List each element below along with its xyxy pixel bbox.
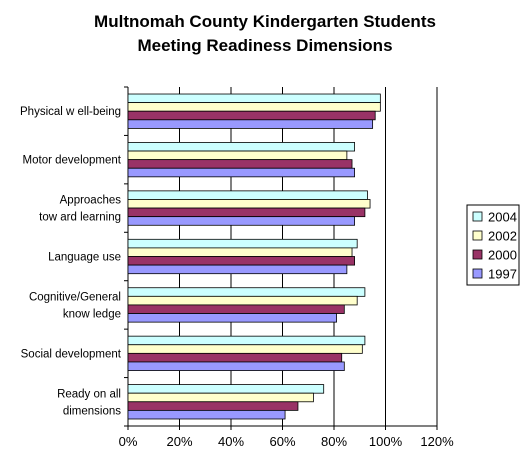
category-label: know ledge [63,308,121,320]
bar-2004 [127,384,325,394]
category-label: Language use [48,252,121,264]
bar-2004 [127,190,368,200]
bar-2002 [127,199,371,209]
bar-2000 [127,159,353,169]
legend-label-2002: 2002 [488,229,517,244]
x-tick-label: 40% [218,434,244,449]
chart-title-line-2: Meeting Readiness Dimensions [137,36,393,55]
bar-2004 [127,93,381,104]
bar-2002 [127,247,353,257]
category-label: Approaches [60,195,122,207]
x-tick-label: 20% [166,434,192,449]
category-label: Cognitive/General [29,291,121,303]
bar-2004 [127,238,358,249]
bar-2000 [127,304,345,314]
bar-2004 [127,335,366,346]
category-label: Social development [21,348,122,360]
category-label: Physical w ell-being [20,106,121,118]
x-tick-label: 60% [269,434,295,449]
x-tick-label: 100% [369,434,403,449]
x-tick-label: 80% [321,434,347,449]
bar-2000 [127,352,343,363]
bar-2002 [127,295,358,306]
bar-1997 [127,216,356,226]
x-tick-label: 120% [420,434,454,449]
legend-swatch-2002 [472,230,483,241]
bar-2004 [127,287,366,297]
bar-2004 [127,142,356,152]
bar-2002 [127,150,348,161]
bar-2000 [127,110,376,121]
x-tick-label: 0% [119,434,138,449]
bar-1997 [127,361,345,371]
bar-1997 [127,119,374,129]
category-label: tow ard learning [39,212,121,224]
bar-2000 [127,256,356,266]
legend-label-2004: 2004 [488,210,517,225]
bar-2000 [127,207,366,218]
chart-title: Multnomah County Kindergarten Students M… [0,10,530,58]
category-label: dimensions [63,405,121,417]
chart-title-line-1: Multnomah County Kindergarten Students [94,12,436,31]
bar-2002 [127,102,381,112]
legend-swatch-2000 [472,249,483,260]
bar-1997 [127,264,348,275]
bar-1997 [127,313,337,323]
legend-swatch-1997 [472,268,483,279]
bar-2000 [127,401,299,411]
legend-swatch-2004 [472,211,483,222]
category-label: Ready on all [57,388,121,400]
category-label: Motor development [23,155,122,167]
bar-2002 [127,392,314,403]
bar-2002 [127,344,363,354]
plot-area: 0% 20% 40% 60% 80% 100% 120% Physical w ell-bei… [20,86,454,449]
bar-1997 [127,409,286,420]
bar-1997 [127,167,356,178]
legend-label-2000: 2000 [488,248,517,263]
legend-label-1997: 1997 [488,267,517,282]
legend: 2004 2002 2000 1997 [466,204,520,286]
